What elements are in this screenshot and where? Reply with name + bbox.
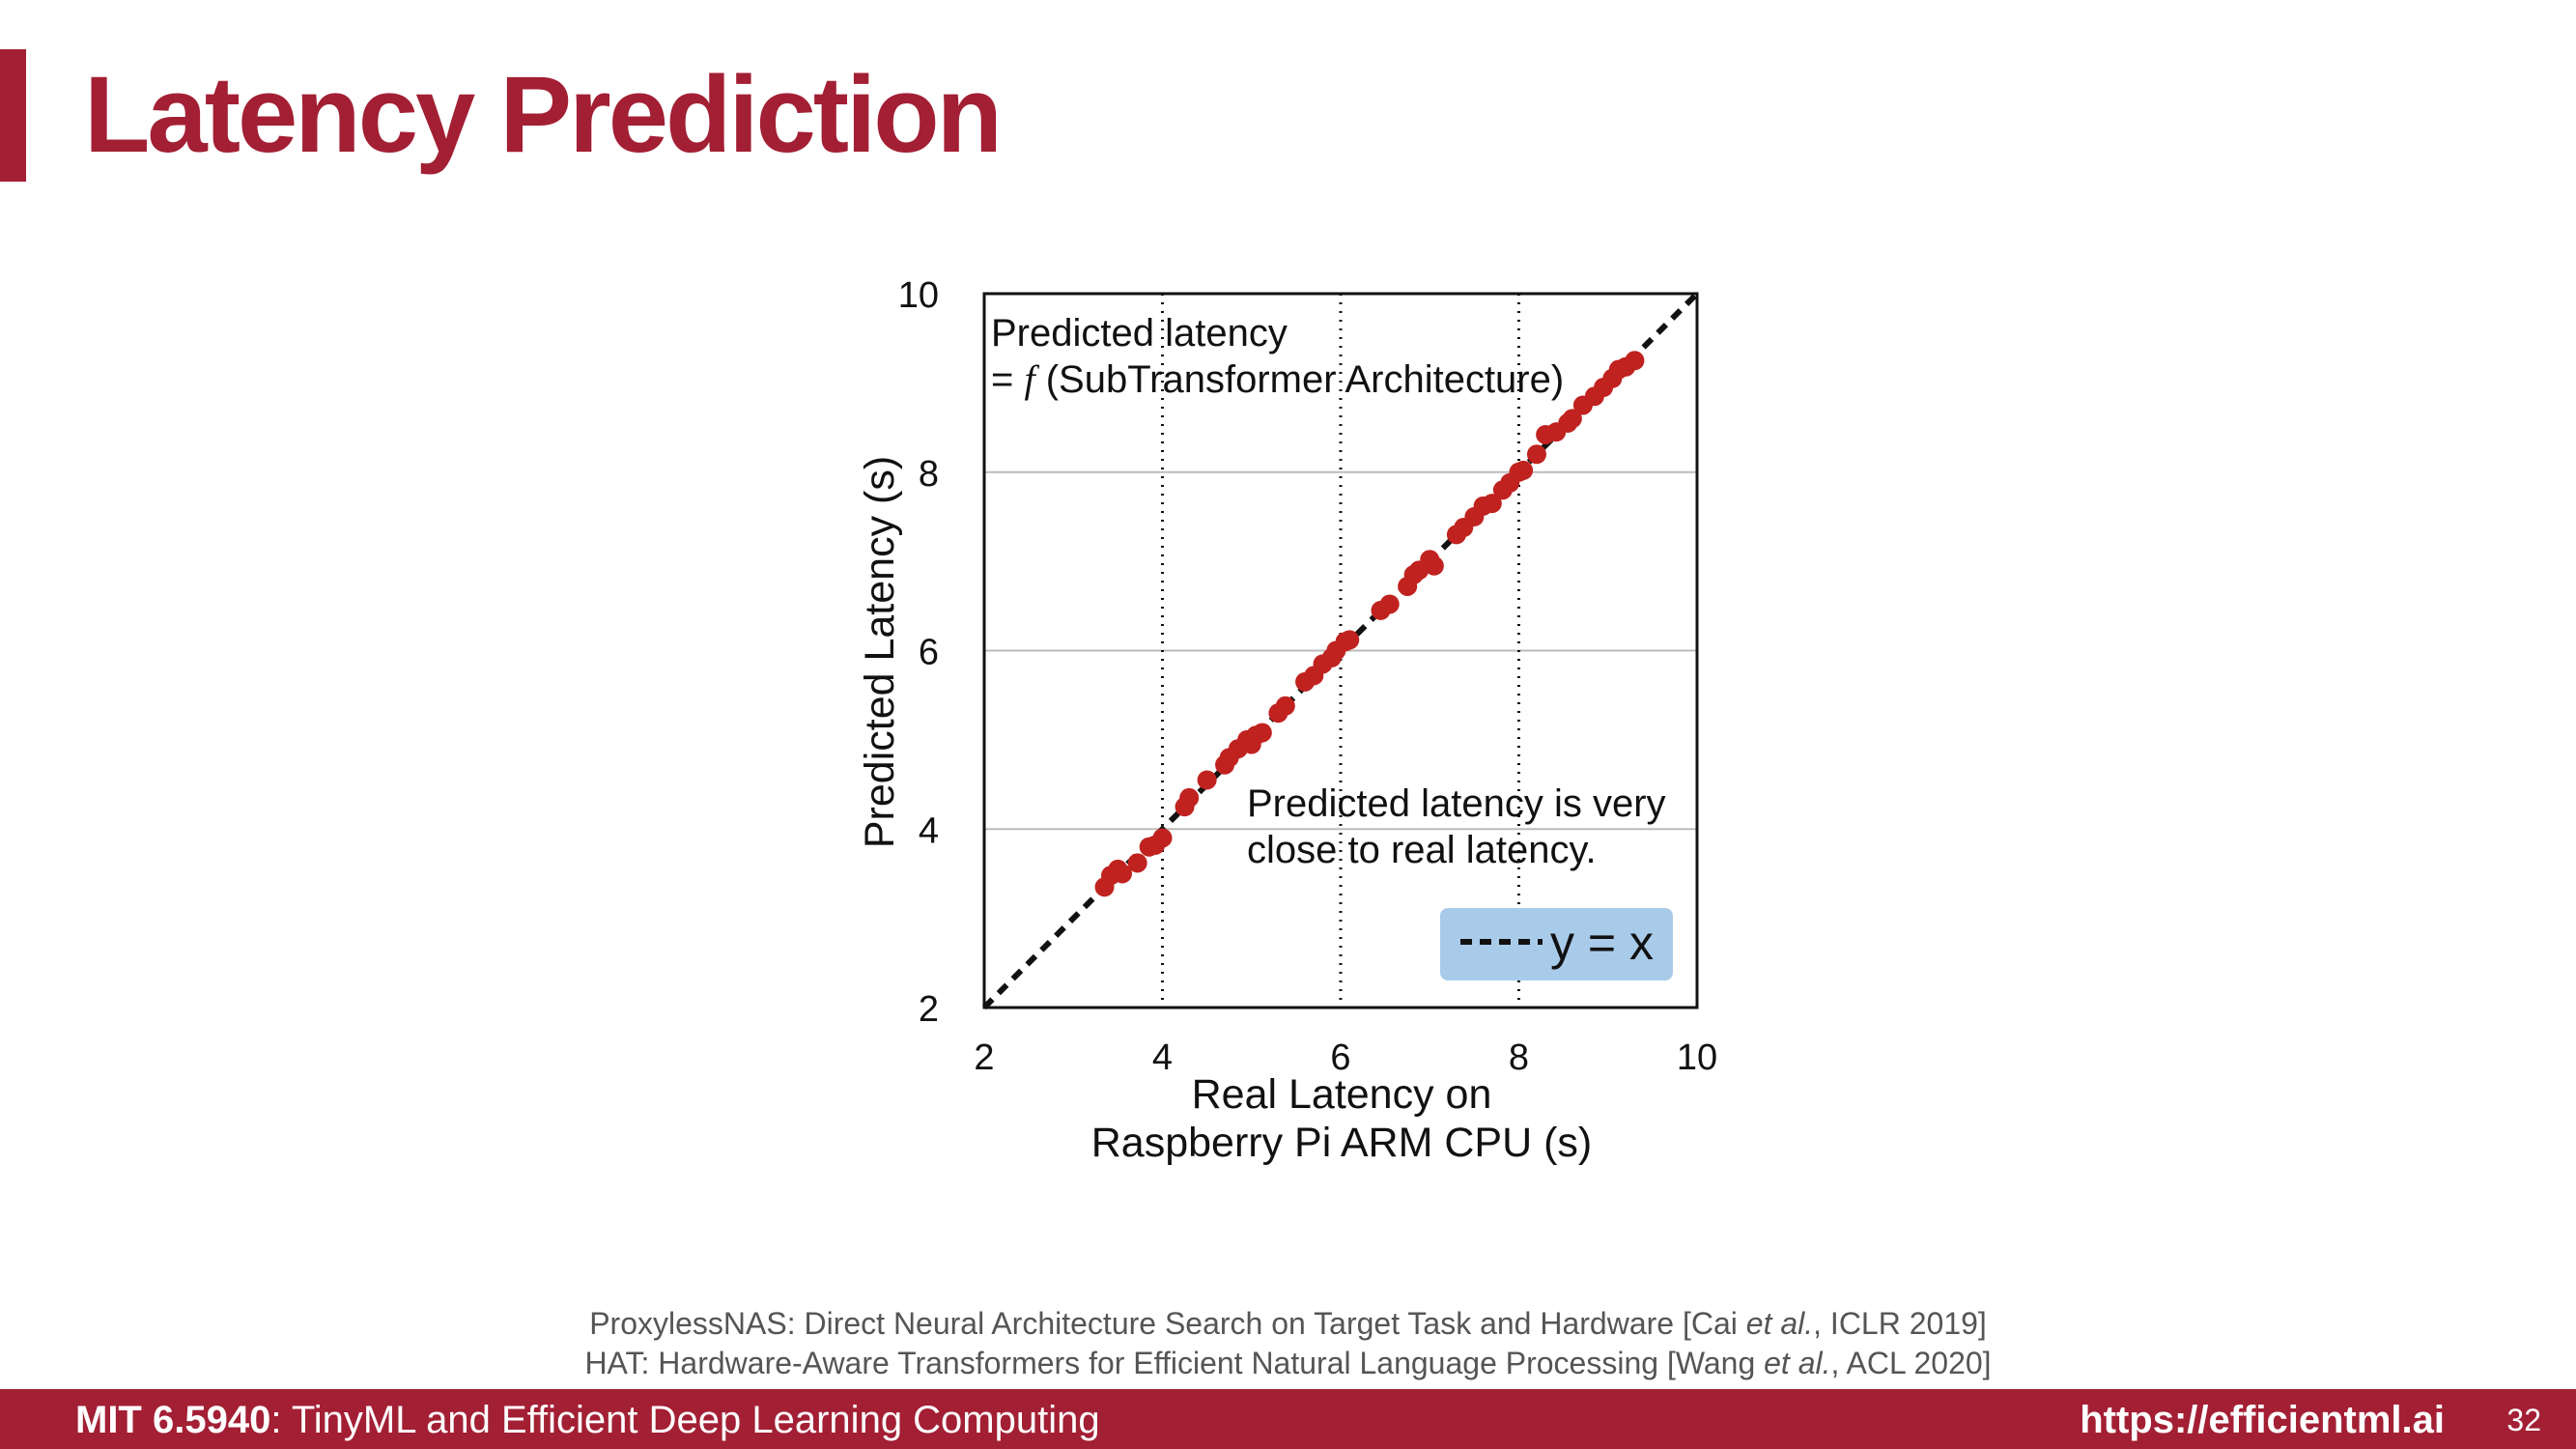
- course-name: : TinyML and Efficient Deep Learning Com…: [270, 1399, 1100, 1441]
- references: ProxylessNAS: Direct Neural Architecture…: [0, 1304, 2576, 1383]
- data-point-42: [1514, 460, 1534, 480]
- reference-proxylessnas: ProxylessNAS: Direct Neural Architecture…: [589, 1306, 1987, 1341]
- x-tick-8: 8: [1509, 1037, 1529, 1078]
- y-axis-label: Predicted Latency (s): [857, 456, 903, 848]
- data-point-3: [1112, 864, 1132, 884]
- data-point-17: [1252, 723, 1272, 743]
- latency-scatter-chart: 2 4 6 8 10 2 4 6 8 10 Real Latency on Raspberry P…: [857, 275, 1717, 1166]
- x-axis-label-line1: Real Latency on: [1192, 1071, 1492, 1118]
- data-point-4: [1127, 853, 1147, 873]
- x-tick-10: 10: [1677, 1037, 1717, 1078]
- y-tick-2: 2: [919, 989, 939, 1030]
- data-point-7: [1152, 828, 1173, 848]
- footer-course: MIT 6.5940: TinyML and Efficient Deep Le…: [75, 1399, 1100, 1442]
- y-tick-4: 4: [919, 810, 939, 851]
- plot-frame: [982, 292, 1699, 1009]
- data-point-26: [1340, 630, 1360, 650]
- footer-url[interactable]: https://efficientml.ai: [2080, 1399, 2445, 1441]
- legend-box: [1440, 908, 1673, 980]
- formula-annotation-line2: = f (SubTransformer Architecture): [991, 357, 1564, 401]
- data-points: [1094, 351, 1645, 897]
- data-point-54: [1625, 351, 1645, 371]
- y-tick-8: 8: [919, 454, 939, 495]
- footer-bar: MIT 6.5940: TinyML and Efficient Deep Le…: [0, 1389, 2576, 1449]
- data-point-9: [1179, 787, 1200, 808]
- x-tick-2: 2: [974, 1037, 994, 1078]
- data-point-10: [1197, 770, 1217, 790]
- legend: y = x: [1440, 908, 1673, 980]
- y-tick-10: 10: [898, 275, 939, 316]
- x-tick-6: 6: [1330, 1037, 1350, 1078]
- data-point-33: [1424, 555, 1444, 576]
- slide-title: Latency Prediction: [84, 54, 1003, 175]
- page-number: 32: [2506, 1403, 2541, 1437]
- closeness-annotation-line2: close to real latency.: [1247, 829, 1597, 871]
- course-code: MIT 6.5940: [75, 1399, 271, 1441]
- reference-hat: HAT: Hardware-Aware Transformers for Eff…: [584, 1346, 1992, 1380]
- x-axis-label-line2: Raspberry Pi ARM CPU (s): [1091, 1120, 1592, 1166]
- data-point-28: [1379, 594, 1400, 614]
- y-tick-6: 6: [919, 633, 939, 673]
- data-point-43: [1526, 444, 1546, 465]
- formula-annotation-line1: Predicted latency: [991, 312, 1288, 355]
- tick-labels: 2 4 6 8 10 2 4 6 8 10: [898, 275, 1717, 1078]
- data-point-19: [1275, 696, 1295, 716]
- legend-label: y = x: [1550, 916, 1654, 970]
- title-accent-bar: [0, 49, 26, 182]
- data-point-47: [1562, 409, 1582, 429]
- x-tick-4: 4: [1152, 1037, 1173, 1078]
- closeness-annotation-line1: Predicted latency is very: [1247, 782, 1666, 825]
- data-point-38: [1482, 494, 1502, 514]
